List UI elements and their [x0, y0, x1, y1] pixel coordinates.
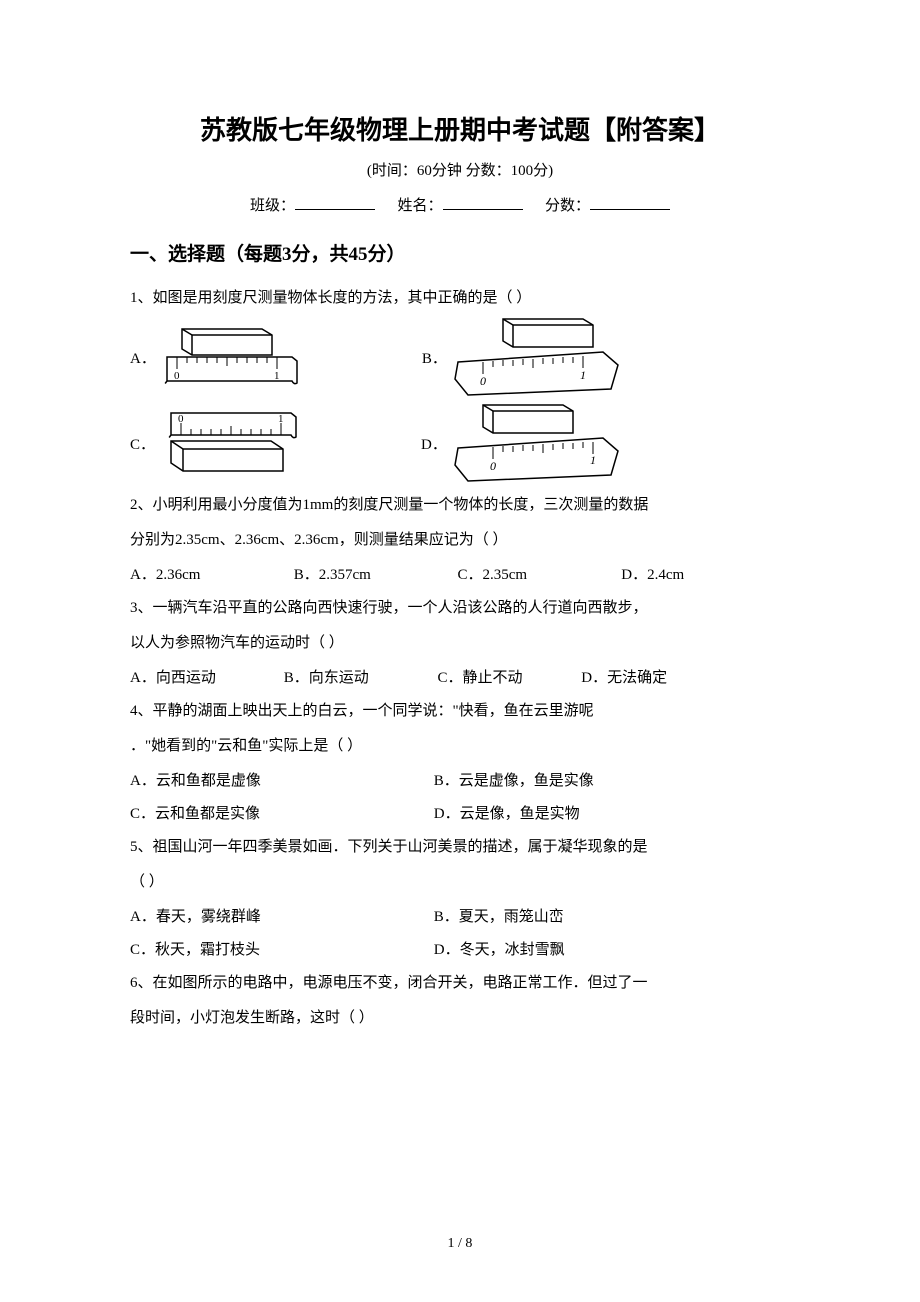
- ruler-diagram-b-icon: 0 1: [453, 317, 623, 397]
- q4-stem1: 4、平静的湖面上映出天上的白云，一个同学说："快看，鱼在云里游呢: [130, 695, 790, 728]
- q4-choices-row2: C．云和鱼都是实像 D．云是像，鱼是实物: [130, 798, 790, 831]
- q1-stem: 1、如图是用刻度尺测量物体长度的方法，其中正确的是（ ）: [130, 282, 790, 315]
- q2-b: B．2.357cm: [294, 559, 454, 592]
- q3-stem2: 以人为参照物汽车的运动时（ ）: [130, 627, 790, 660]
- q4-c: C．云和鱼都是实像: [130, 798, 430, 831]
- svg-text:0: 0: [174, 370, 180, 382]
- class-label: 班级：: [250, 198, 295, 214]
- q2-stem1: 2、小明利用最小分度值为1mm的刻度尺测量一个物体的长度，三次测量的数据: [130, 489, 790, 522]
- q2-d: D．2.4cm: [621, 559, 684, 592]
- q3-choices: A．向西运动 B．向东运动 C．静止不动 D．无法确定: [130, 662, 790, 695]
- svg-text:0: 0: [480, 374, 486, 388]
- q5-choices-row2: C．秋天，霜打枝头 D．冬天，冰封雪飘: [130, 934, 790, 967]
- page-number: 1 / 8: [0, 1236, 920, 1252]
- q2-stem2: 分别为2.35cm、2.36cm、2.36cm，则测量结果应记为（ ）: [130, 524, 790, 557]
- ruler-diagram-d-icon: 0 1: [453, 403, 623, 483]
- score-blank: [590, 194, 670, 210]
- q4-choices-row1: A．云和鱼都是虚像 B．云是虚像，鱼是实像: [130, 765, 790, 798]
- q1-option-b-label: B．: [422, 347, 447, 368]
- q3-b: B．向东运动: [284, 662, 434, 695]
- q5-c: C．秋天，霜打枝头: [130, 934, 430, 967]
- page-title: 苏教版七年级物理上册期中考试题【附答案】: [130, 110, 790, 147]
- q5-choices-row1: A．春天，雾绕群峰 B．夏天，雨笼山峦: [130, 901, 790, 934]
- q5-a: A．春天，雾绕群峰: [130, 901, 430, 934]
- name-label: 姓名：: [397, 198, 442, 214]
- ruler-diagram-a-icon: 0 1: [162, 323, 302, 391]
- q5-d: D．冬天，冰封雪飘: [434, 934, 565, 967]
- exam-meta: (时间：60分钟 分数：100分): [130, 159, 790, 180]
- q4-d: D．云是像，鱼是实物: [434, 798, 580, 831]
- q1-option-c-label: C．: [130, 433, 155, 454]
- q2-a: A．2.36cm: [130, 559, 290, 592]
- svg-text:1: 1: [590, 453, 596, 467]
- q2-choices: A．2.36cm B．2.357cm C．2.35cm D．2.4cm: [130, 559, 790, 592]
- svg-text:1: 1: [274, 370, 280, 382]
- svg-text:0: 0: [178, 413, 184, 425]
- q4-b: B．云是虚像，鱼是实像: [434, 765, 594, 798]
- q2-c: C．2.35cm: [458, 559, 618, 592]
- section-heading: 一、选择题（每题3分，共45分）: [130, 239, 790, 266]
- student-info-line: 班级： 姓名： 分数：: [130, 194, 790, 215]
- svg-text:1: 1: [278, 413, 284, 425]
- svg-text:0: 0: [490, 459, 496, 473]
- svg-text:1: 1: [580, 368, 586, 382]
- q6-stem2: 段时间，小灯泡发生断路，这时（ ）: [130, 1002, 790, 1035]
- q3-stem1: 3、一辆汽车沿平直的公路向西快速行驶，一个人沿该公路的人行道向西散步，: [130, 592, 790, 625]
- q1-option-a-label: A．: [130, 347, 156, 368]
- q4-a: A．云和鱼都是虚像: [130, 765, 430, 798]
- class-blank: [295, 194, 375, 210]
- q3-a: A．向西运动: [130, 662, 280, 695]
- q1-row1: A．: [130, 317, 790, 403]
- q1-option-d-label: D．: [421, 433, 447, 454]
- name-blank: [443, 194, 523, 210]
- q6-stem1: 6、在如图所示的电路中，电源电压不变，闭合开关，电路正常工作．但过了一: [130, 967, 790, 1000]
- q3-d: D．无法确定: [581, 662, 667, 695]
- q5-stem1: 5、祖国山河一年四季美景如画．下列关于山河美景的描述，属于凝华现象的是: [130, 831, 790, 864]
- q1-row2: C． 0 1: [130, 403, 790, 489]
- ruler-diagram-c-icon: 0 1: [161, 409, 301, 477]
- q4-stem2: ．"她看到的"云和鱼"实际上是（ ）: [130, 730, 790, 763]
- q5-stem2: （ ）: [130, 866, 790, 899]
- score-label: 分数：: [545, 198, 590, 214]
- q3-c: C．静止不动: [438, 662, 578, 695]
- q5-b: B．夏天，雨笼山峦: [434, 901, 564, 934]
